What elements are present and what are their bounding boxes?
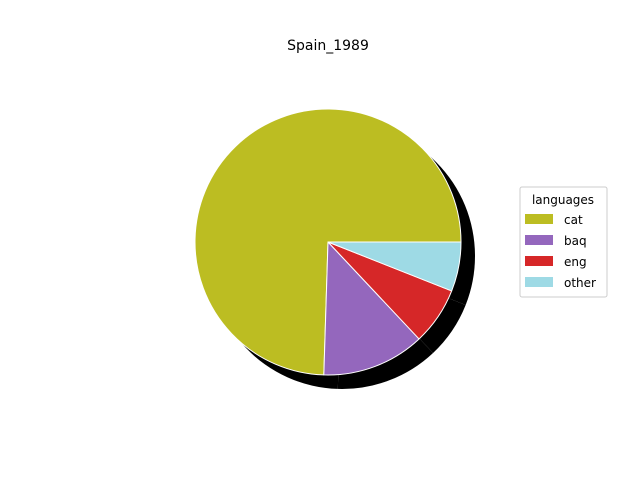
legend-label-baq: baq bbox=[564, 234, 587, 248]
legend-label-other: other bbox=[564, 276, 596, 290]
legend-label-eng: eng bbox=[564, 255, 587, 269]
legend-items: cat baq eng other bbox=[525, 213, 596, 290]
legend-item-baq: baq bbox=[525, 234, 587, 248]
pie-wedges bbox=[194, 108, 462, 376]
legend-swatch-cat bbox=[525, 214, 553, 224]
chart-title: Spain_1989 bbox=[287, 38, 369, 54]
legend-label-cat: cat bbox=[564, 213, 583, 227]
legend-swatch-eng bbox=[525, 256, 553, 266]
chart-legend: languages cat baq eng other bbox=[519, 186, 608, 298]
pie-slice-baq bbox=[323, 241, 420, 376]
legend-item-other: other bbox=[525, 276, 596, 290]
legend-item-eng: eng bbox=[525, 255, 587, 269]
legend-swatch-baq bbox=[525, 235, 553, 245]
legend-item-cat: cat bbox=[525, 213, 583, 227]
legend-swatch-other bbox=[525, 277, 553, 287]
pie-slice-other bbox=[327, 241, 462, 292]
legend-title: languages bbox=[532, 193, 594, 207]
